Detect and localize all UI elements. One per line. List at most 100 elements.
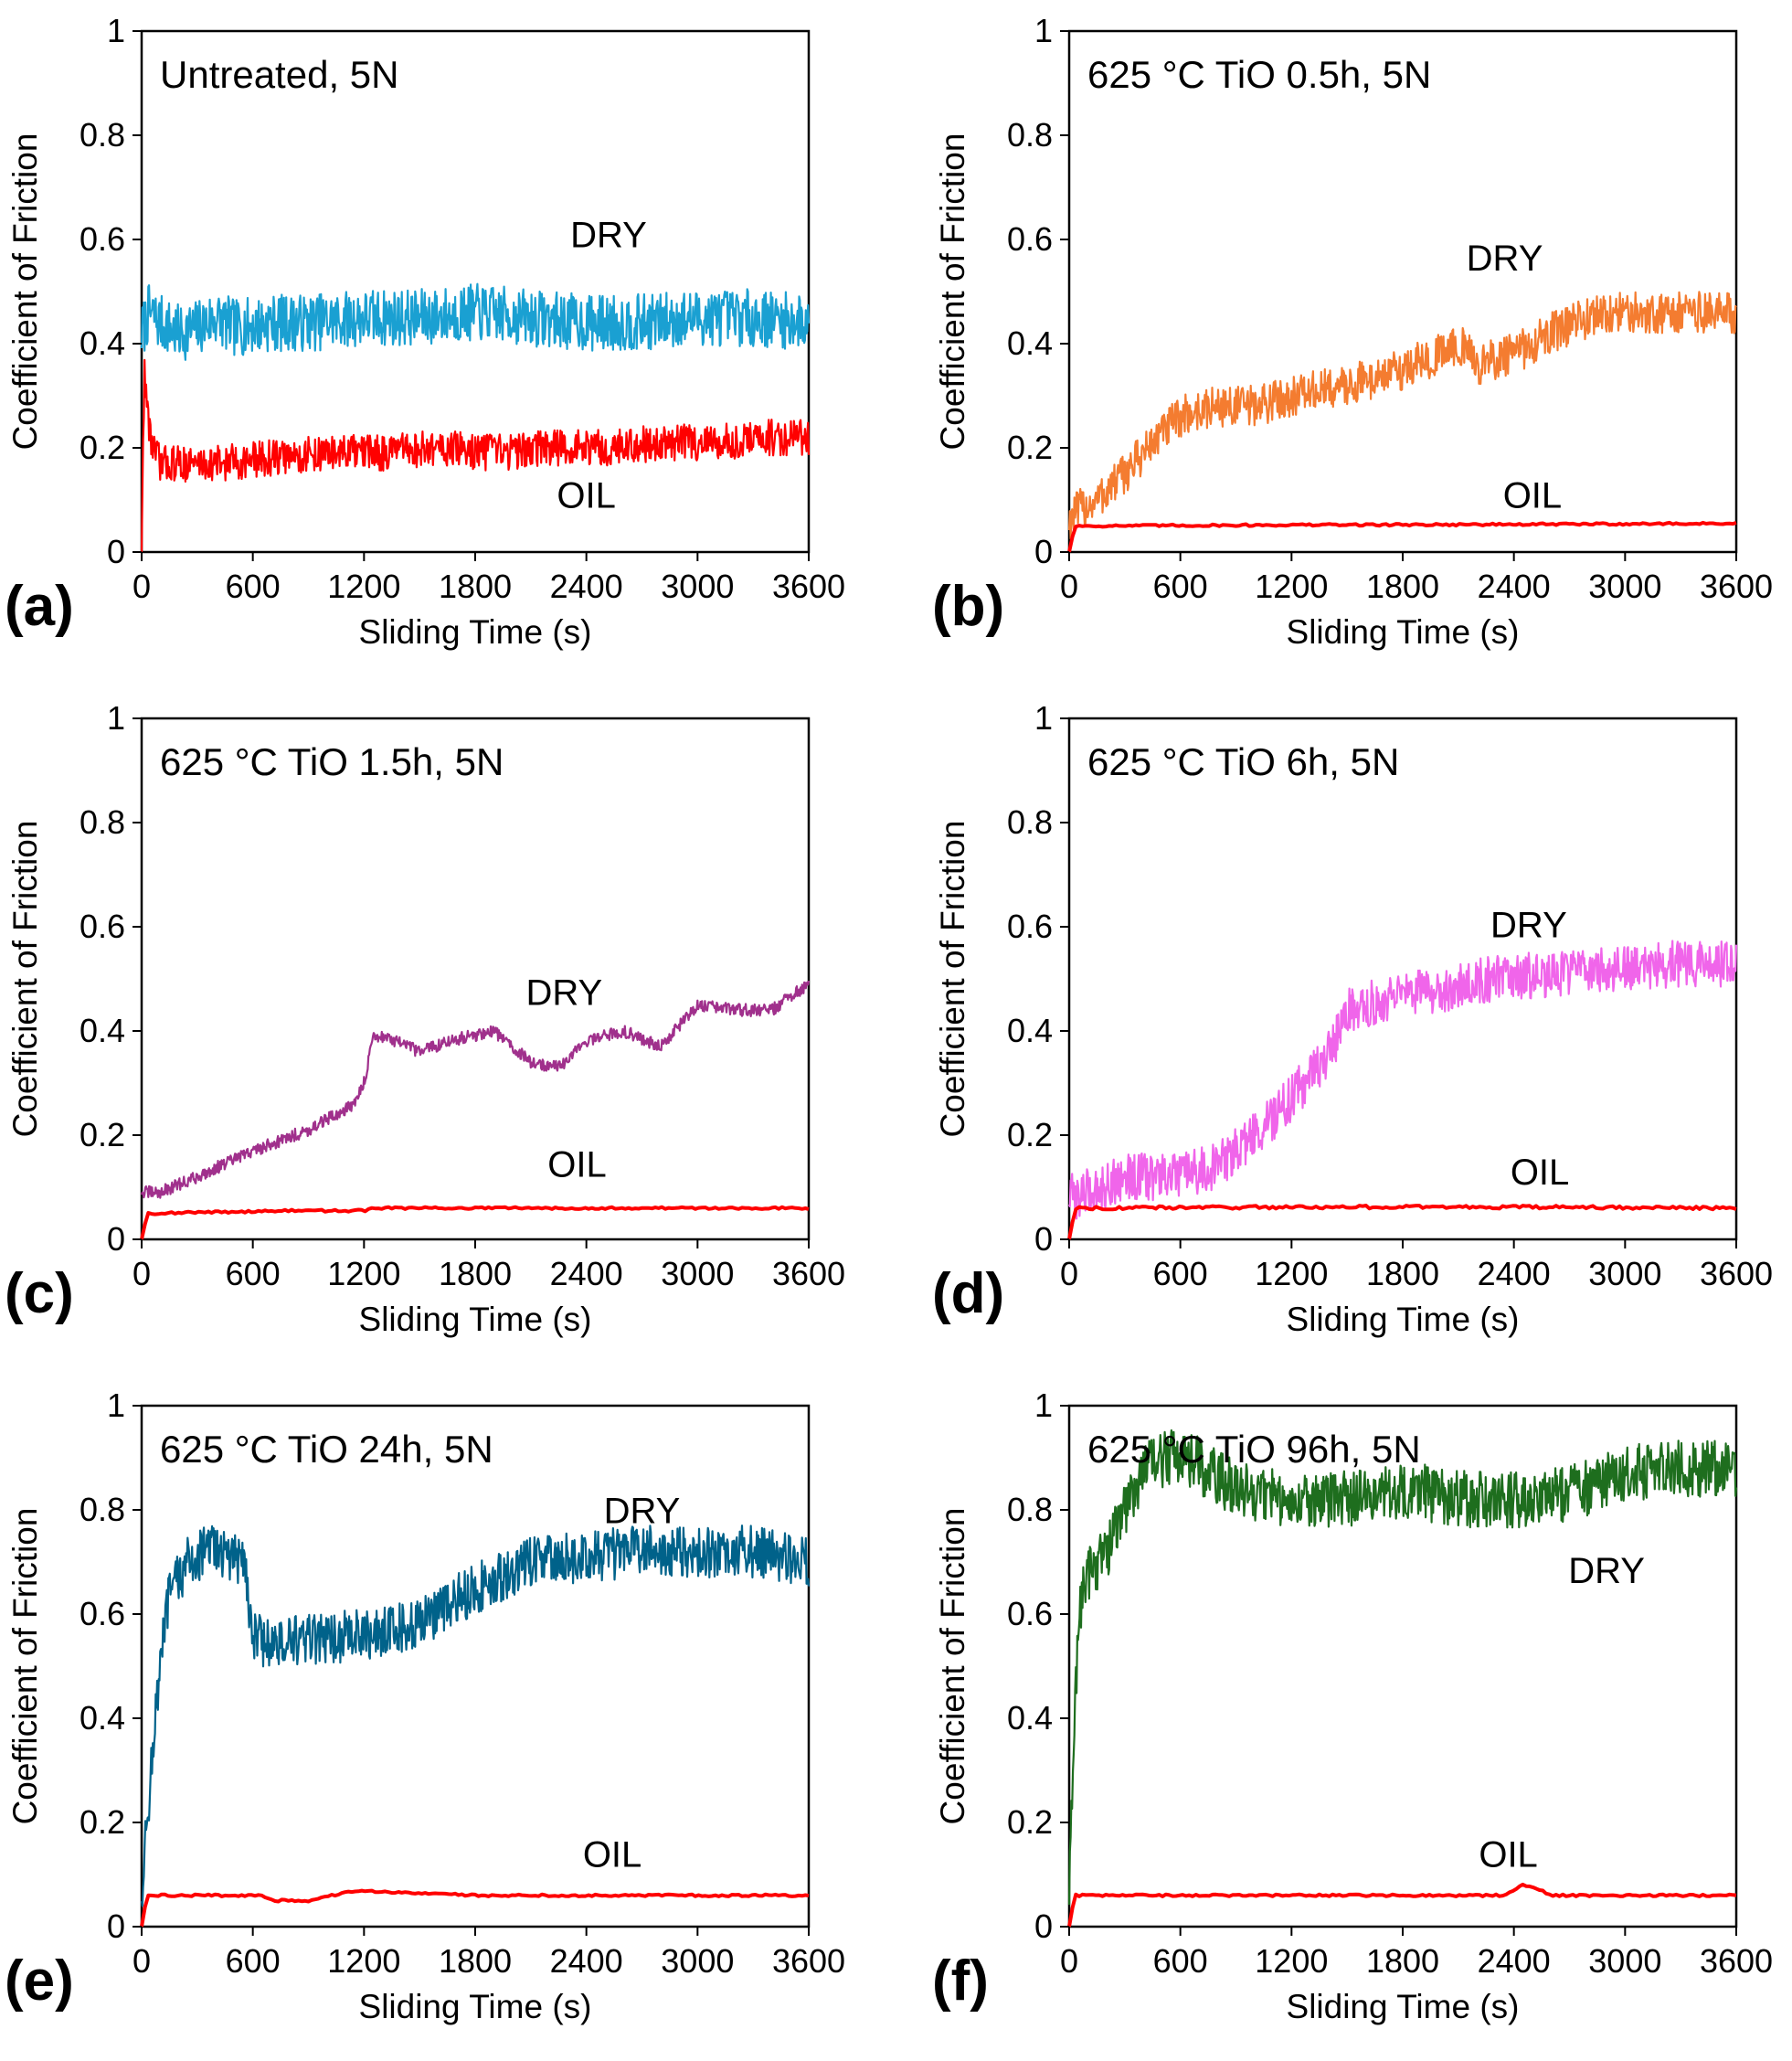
plot-frame <box>1067 717 1738 1241</box>
x-tick-label: 0 <box>1060 568 1078 605</box>
chart-panel-b: 0 600 1200 1800 2400 3000 3600 0 0.2 0.4 0.6 0.8 1 Sl… <box>932 12 1773 651</box>
y-tick-label: 0 <box>1034 533 1053 570</box>
plot-frame <box>140 717 811 1241</box>
x-tick-label: 0 <box>133 1255 151 1292</box>
series-label-oil: OIL <box>1511 1153 1569 1193</box>
y-tick-label: 0.4 <box>80 324 125 362</box>
x-tick-label: 3600 <box>1700 568 1773 605</box>
x-tick-label: 1200 <box>1255 1255 1328 1292</box>
y-tick-label: 1 <box>1034 1386 1053 1424</box>
y-axis-title: Coefficient of Friction <box>6 821 44 1138</box>
x-tick-label: 1200 <box>1255 568 1328 605</box>
y-tick-label: 0.2 <box>80 1803 125 1841</box>
y-axis-title: Coefficient of Friction <box>6 133 44 451</box>
y-tick-label: 0.6 <box>80 908 125 945</box>
chart-panel-c: 0 600 1200 1800 2400 3000 3600 0 0.2 0.4 0.6 0.8 1 Sl… <box>5 699 845 1338</box>
series-label-oil: OIL <box>583 1834 642 1875</box>
x-tick-label: 1800 <box>1366 1255 1439 1292</box>
y-tick-label: 1 <box>107 12 125 49</box>
x-tick-label: 3000 <box>1588 1942 1661 1980</box>
y-tick-label: 0 <box>107 1907 125 1945</box>
series-line-dry <box>1067 291 1737 540</box>
series-line-oil <box>1067 520 1737 553</box>
chart-panel-d: 0 600 1200 1800 2400 3000 3600 0 0.2 0.4 0.6 0.8 1 Sl… <box>932 699 1773 1338</box>
series-label-dry: DRY <box>1490 905 1567 945</box>
series-line-oil <box>1067 1204 1737 1240</box>
x-tick-label: 600 <box>1153 1942 1208 1980</box>
y-tick-label: 0.2 <box>1007 1803 1053 1841</box>
chart-panel-a: 0 600 1200 1800 2400 3000 3600 0 0.2 0.4 0.6 0.8 1 Sl… <box>5 12 845 651</box>
series-line-dry <box>1067 940 1738 1220</box>
y-tick-label: 0.6 <box>80 1595 125 1632</box>
panel-letter: (e) <box>5 1949 74 2013</box>
plot-frame <box>140 1404 811 1928</box>
x-axis-title: Sliding Time (s) <box>359 613 592 651</box>
x-tick-label: 600 <box>1153 568 1208 605</box>
y-tick-label: 0.4 <box>1007 324 1053 362</box>
y-tick-label: 0.2 <box>1007 1116 1053 1153</box>
y-axis-title: Coefficient of Friction <box>934 821 971 1138</box>
x-tick-label: 3000 <box>661 1255 734 1292</box>
x-axis-title: Sliding Time (s) <box>1287 1301 1520 1338</box>
series-label-dry: DRY <box>1568 1551 1645 1591</box>
series-label-dry: DRY <box>1467 239 1543 279</box>
panel-title: 625 °C TiO 96h, 5N <box>1087 1428 1421 1471</box>
series-label-oil: OIL <box>1503 476 1562 516</box>
x-tick-label: 0 <box>133 1942 151 1980</box>
y-tick-label: 0.6 <box>1007 1595 1053 1632</box>
x-tick-label: 0 <box>1060 1942 1078 1980</box>
x-tick-label: 2400 <box>550 1942 623 1980</box>
y-tick-label: 0.4 <box>1007 1699 1053 1737</box>
x-tick-label: 3000 <box>1588 568 1661 605</box>
x-tick-label: 1800 <box>1366 568 1439 605</box>
series-label-dry: DRY <box>604 1491 681 1531</box>
x-tick-label: 600 <box>226 568 281 605</box>
panel-letter: (f) <box>932 1949 989 2013</box>
y-tick-label: 0 <box>1034 1907 1053 1945</box>
series-label-dry: DRY <box>525 973 602 1014</box>
x-tick-label: 3600 <box>1700 1942 1773 1980</box>
panel-letter: (b) <box>932 575 1004 638</box>
y-tick-label: 0.6 <box>1007 220 1053 258</box>
x-tick-label: 1200 <box>327 1942 400 1980</box>
y-tick-label: 0.8 <box>80 803 125 841</box>
panel-letter: (d) <box>932 1262 1004 1325</box>
y-tick-label: 0.6 <box>80 220 125 258</box>
y-tick-label: 0.8 <box>1007 803 1053 841</box>
y-axis-title: Coefficient of Friction <box>6 1508 44 1825</box>
x-axis-title: Sliding Time (s) <box>359 1301 592 1338</box>
y-tick-label: 1 <box>107 699 125 737</box>
y-tick-label: 1 <box>1034 12 1053 49</box>
x-tick-label: 3600 <box>1700 1255 1773 1292</box>
panel-title: 625 °C TiO 0.5h, 5N <box>1087 53 1431 96</box>
x-tick-label: 2400 <box>1478 568 1551 605</box>
y-tick-label: 0.2 <box>80 429 125 466</box>
x-tick-label: 3000 <box>661 568 734 605</box>
series-line-dry <box>1067 1429 1738 1906</box>
y-axis-title: Coefficient of Friction <box>934 133 971 451</box>
x-tick-label: 3600 <box>772 1255 845 1292</box>
x-tick-label: 1200 <box>327 568 400 605</box>
chart-panel-e: 0 600 1200 1800 2400 3000 3600 0 0.2 0.4 0.6 0.8 1 Sl… <box>5 1386 845 2025</box>
panel-title: 625 °C TiO 6h, 5N <box>1087 740 1399 783</box>
series-line-dry <box>140 980 811 1199</box>
y-tick-label: 0.4 <box>80 1699 125 1737</box>
panel-title: 625 °C TiO 1.5h, 5N <box>160 740 504 783</box>
x-tick-label: 1200 <box>1255 1942 1328 1980</box>
x-tick-label: 0 <box>1060 1255 1078 1292</box>
x-tick-label: 2400 <box>1478 1255 1551 1292</box>
plot-frame <box>1067 29 1738 554</box>
chart-panel-f: 0 600 1200 1800 2400 3000 3600 0 0.2 0.4 0.6 0.8 1 Sl… <box>932 1386 1773 2025</box>
panel-title: Untreated, 5N <box>160 53 398 96</box>
panel-title: 625 °C TiO 24h, 5N <box>160 1428 493 1471</box>
x-tick-label: 3000 <box>1588 1255 1661 1292</box>
series-line-oil <box>1067 1882 1737 1928</box>
y-tick-label: 0.4 <box>1007 1012 1053 1049</box>
series-line-oil <box>140 1888 810 1928</box>
series-line-oil <box>140 358 811 553</box>
x-tick-label: 600 <box>1153 1255 1208 1292</box>
y-tick-label: 0.8 <box>1007 1491 1053 1528</box>
x-axis-title: Sliding Time (s) <box>1287 613 1520 651</box>
series-line-oil <box>140 1205 810 1240</box>
